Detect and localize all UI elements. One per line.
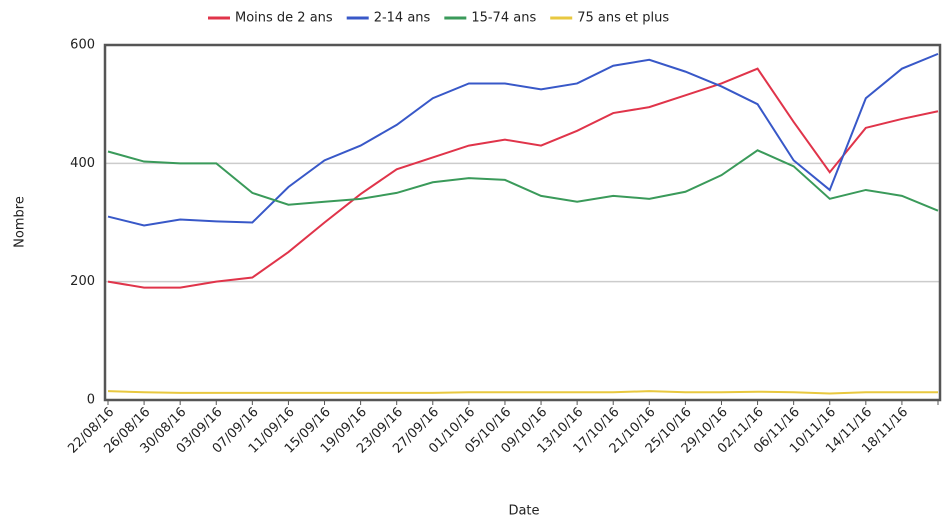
series-line <box>107 149 939 212</box>
series-line <box>107 67 939 289</box>
y-tick-label: 600 <box>70 38 95 53</box>
y-tick-label: 400 <box>70 156 95 171</box>
legend-label: Moins de 2 ans <box>235 11 333 26</box>
legend-label: 15-74 ans <box>471 11 536 26</box>
y-axis-label: Nombre <box>13 196 28 248</box>
legend-label: 75 ans et plus <box>577 11 669 26</box>
x-axis-label: Date <box>508 504 539 519</box>
plot-frame <box>103 43 942 402</box>
series-line <box>107 390 938 395</box>
y-tick-label: 0 <box>87 393 95 408</box>
y-tick-label: 200 <box>70 274 95 289</box>
legend-label: 2-14 ans <box>374 11 431 26</box>
series-line <box>107 52 939 227</box>
